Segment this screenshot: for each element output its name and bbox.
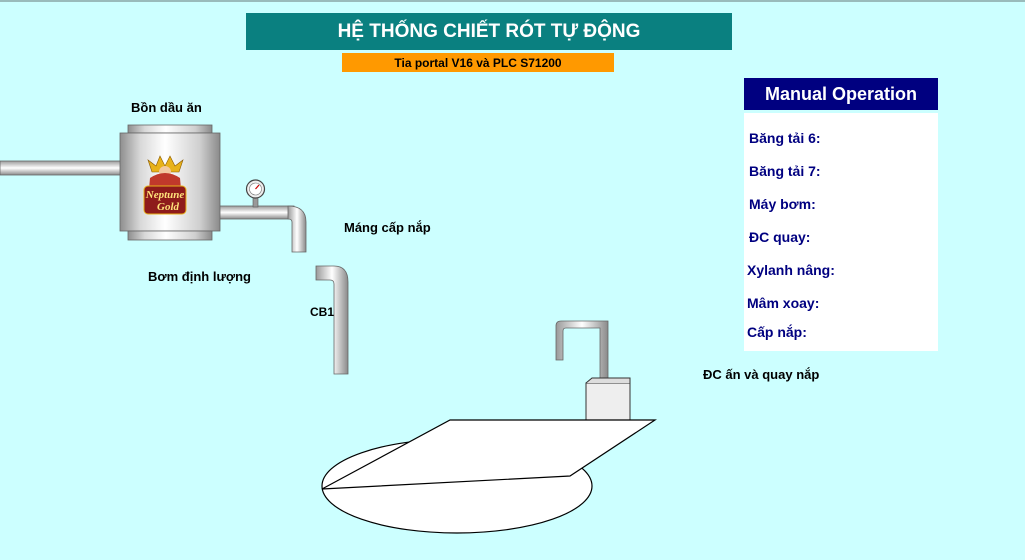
pressure-gauge-icon [245,179,266,208]
manual-item-rotary-motor[interactable]: ĐC quay: [749,229,811,245]
tank-label: Bồn dầu ăn [131,100,202,115]
outlet-pipe [213,205,307,253]
manual-item-conveyor-7[interactable]: Băng tải 7: [749,163,821,179]
page-title: HỆ THỐNG CHIẾT RÓT TỰ ĐỘNG [246,13,732,50]
subtitle-text: Tia portal V16 và PLC S71200 [394,55,562,70]
subtitle-badge: Tia portal V16 và PLC S71200 [342,53,614,72]
dosing-pump-label: Bơm định lượng [148,269,251,284]
manual-operation-title: Manual Operation [764,83,917,104]
cap-press-motor [555,320,631,429]
manual-operation-panel: Băng tải 6: Băng tải 7: Máy bơm: ĐC quay… [744,113,938,351]
inlet-pipe [0,160,125,176]
manual-item-lift-cylinder[interactable]: Xylanh nâng: [747,262,835,278]
sensor-cb1-label: CB1 [310,305,335,319]
filling-nozzle-pipe [315,265,349,375]
manual-item-conveyor-6[interactable]: Băng tải 6: [749,130,821,146]
manual-item-rotary-table[interactable]: Mâm xoay: [747,295,820,311]
manual-operation-header: Manual Operation [744,78,938,110]
page-title-text: HỆ THỐNG CHIẾT RÓT TỰ ĐỘNG [337,20,641,42]
logo-word-gold: Gold [157,201,180,213]
conveyor-platform [321,419,658,490]
cap-motor-label: ĐC ấn và quay nắp [703,367,820,382]
neptune-gold-logo: Neptune Gold [143,155,187,215]
window-top-border [0,0,1025,2]
cap-chute-label: Máng cấp nắp [344,220,431,235]
logo-word-neptune: Neptune [145,189,185,201]
manual-item-pump[interactable]: Máy bơm: [749,196,816,212]
manual-item-cap-feed[interactable]: Cấp nắp: [747,324,807,340]
